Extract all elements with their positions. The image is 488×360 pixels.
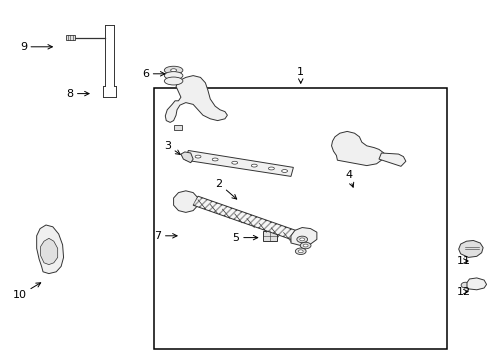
Ellipse shape [212, 158, 218, 161]
Ellipse shape [164, 72, 183, 80]
Polygon shape [165, 76, 227, 122]
Polygon shape [37, 225, 63, 274]
Ellipse shape [300, 242, 310, 249]
Polygon shape [378, 153, 405, 166]
Ellipse shape [195, 155, 201, 158]
Ellipse shape [460, 282, 469, 288]
Polygon shape [185, 150, 293, 176]
Ellipse shape [299, 238, 304, 241]
Bar [66, 35, 75, 40]
Text: 9: 9 [20, 42, 52, 52]
Ellipse shape [268, 167, 274, 170]
Ellipse shape [164, 77, 183, 85]
Text: 6: 6 [142, 69, 164, 79]
Polygon shape [193, 196, 295, 239]
Ellipse shape [251, 164, 257, 167]
Bar [173, 125, 182, 130]
Polygon shape [458, 240, 482, 257]
Text: 12: 12 [456, 287, 470, 297]
Text: 10: 10 [13, 283, 41, 300]
Text: 11: 11 [456, 256, 470, 266]
Text: 3: 3 [164, 141, 180, 154]
Polygon shape [173, 191, 198, 212]
Polygon shape [41, 238, 58, 265]
Text: 7: 7 [154, 231, 177, 241]
Text: 5: 5 [232, 233, 257, 243]
Polygon shape [466, 278, 486, 290]
Ellipse shape [296, 236, 307, 243]
Bar [263, 231, 276, 241]
Ellipse shape [170, 69, 176, 72]
Text: 2: 2 [215, 179, 236, 199]
Bar [154, 88, 447, 349]
Ellipse shape [303, 244, 307, 247]
Ellipse shape [231, 161, 237, 164]
Ellipse shape [298, 250, 303, 253]
Polygon shape [193, 197, 294, 238]
Ellipse shape [295, 248, 305, 255]
Text: 1: 1 [297, 67, 304, 83]
Text: 4: 4 [344, 170, 353, 187]
Ellipse shape [164, 66, 183, 74]
Text: 8: 8 [66, 89, 89, 99]
Ellipse shape [281, 170, 287, 172]
Polygon shape [181, 152, 193, 163]
Polygon shape [331, 131, 383, 166]
Polygon shape [290, 228, 316, 246]
